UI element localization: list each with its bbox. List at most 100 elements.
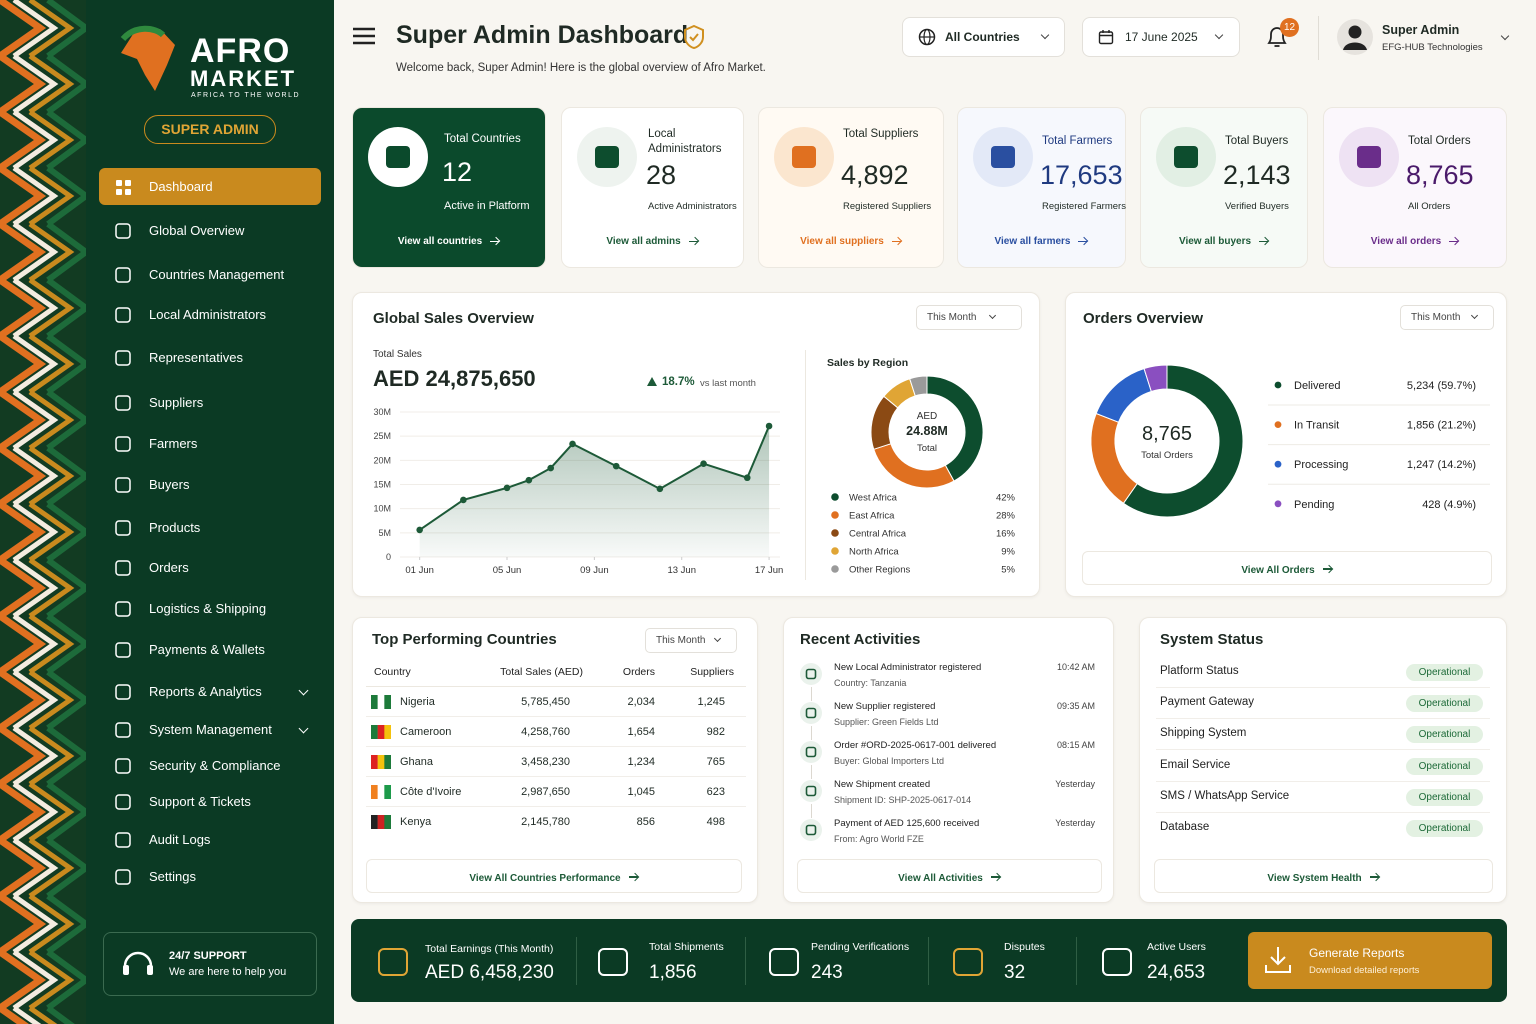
nav-label[interactable]: Dashboard <box>149 179 213 194</box>
change-note: vs last month <box>700 378 756 389</box>
period-filter[interactable]: This Month <box>645 628 737 653</box>
view-link[interactable]: View System Health <box>1154 859 1493 893</box>
table-cell: 1,245 <box>697 696 725 708</box>
stat-label: Total Orders <box>1408 135 1471 147</box>
stat-link[interactable]: View all buyers <box>1140 236 1308 247</box>
nav-label[interactable]: Products <box>149 520 201 535</box>
region-title: Sales by Region <box>827 357 909 369</box>
icon-bg <box>800 663 822 685</box>
icon-part <box>115 436 131 452</box>
stat-caption: Registered Farmers <box>1042 201 1126 212</box>
flag-stripe <box>384 695 391 709</box>
country-name: Cameroon <box>400 726 452 738</box>
nav-label[interactable]: Representatives <box>149 350 243 365</box>
summary-icon <box>378 948 408 976</box>
nav-icon <box>116 180 131 195</box>
button-title: Generate Reports <box>1309 946 1405 960</box>
stat-card[interactable] <box>758 107 944 268</box>
icon-part <box>115 395 131 411</box>
calendar-icon <box>1098 30 1114 45</box>
icon-glyph <box>805 824 817 836</box>
nav-label[interactable]: Support & Tickets <box>149 794 251 809</box>
headset-icon <box>123 951 153 975</box>
icon-bg <box>800 702 822 724</box>
activity-time: 10:42 AM <box>1056 662 1095 672</box>
nav-label[interactable]: Security & Compliance <box>149 758 281 773</box>
stat-link[interactable]: View all countries <box>352 236 546 247</box>
flag-stripe <box>377 785 385 799</box>
nav-icon <box>115 520 131 536</box>
link-text: View all suppliers <box>800 236 884 247</box>
nav-label[interactable]: Audit Logs <box>149 832 211 847</box>
card-title: System Status <box>1160 631 1264 648</box>
icon-glyph <box>378 948 408 976</box>
link-text: View all farmers <box>994 236 1071 247</box>
nav-label[interactable]: Buyers <box>149 477 190 492</box>
country-name: Ghana <box>400 756 434 768</box>
sales-card <box>352 292 1040 597</box>
view-link[interactable]: View All Activities <box>797 859 1102 893</box>
system-name: Platform Status <box>1160 665 1239 677</box>
avatar[interactable] <box>1336 18 1374 56</box>
nav-active[interactable] <box>99 168 321 205</box>
nav-icon <box>115 601 131 617</box>
nav-label[interactable]: Orders <box>149 560 189 575</box>
flag-stripe <box>371 695 378 709</box>
activity-icon <box>800 741 822 763</box>
activity-icon <box>800 663 822 685</box>
nav-label[interactable]: Local Administrators <box>149 307 267 322</box>
stat-link[interactable]: View all farmers <box>957 236 1126 247</box>
icon-glyph <box>805 785 817 797</box>
date-dropdown[interactable] <box>1082 17 1240 57</box>
stat-caption: Active in Platform <box>444 200 530 212</box>
column-header: Orders <box>622 666 655 678</box>
icon-glyph <box>805 707 817 719</box>
flag <box>371 785 391 799</box>
icon-glyph <box>595 146 619 168</box>
support-box[interactable] <box>103 932 317 996</box>
nav-label[interactable]: Reports & Analytics <box>149 684 262 699</box>
table-cell: 1,234 <box>627 756 655 768</box>
nav-label[interactable]: Logistics & Shipping <box>149 601 267 616</box>
stat-value: 8,765 <box>1406 160 1474 190</box>
nav-icon <box>115 560 131 576</box>
icon-part <box>115 350 131 366</box>
stat-link[interactable]: View all orders <box>1323 236 1507 247</box>
period-filter[interactable]: This Month <box>916 305 1022 330</box>
menu-icon[interactable] <box>352 26 376 46</box>
column-header: Suppliers <box>690 666 734 678</box>
bell-icon[interactable] <box>1265 24 1289 50</box>
view-link[interactable]: View All Orders <box>1082 551 1492 585</box>
flag <box>371 755 391 769</box>
activity-detail: Buyer: Global Importers Ltd <box>834 756 945 766</box>
row-rule <box>1156 749 1490 751</box>
nav-label[interactable]: Farmers <box>149 436 198 451</box>
generate-button[interactable] <box>1248 932 1492 989</box>
card-title: Orders Overview <box>1083 310 1204 327</box>
activity-time: Yesterday <box>1055 779 1095 789</box>
summary-icon <box>598 948 628 976</box>
flag-stripe <box>384 815 391 829</box>
stat-link[interactable]: View all suppliers <box>758 236 944 247</box>
table-cell: 5,785,450 <box>521 696 570 708</box>
view-link[interactable]: View All Countries Performance <box>366 859 742 893</box>
nav-label[interactable]: Suppliers <box>149 395 204 410</box>
country-name: Kenya <box>400 816 432 828</box>
icon-part <box>116 180 122 186</box>
status-badge: Operational <box>1406 726 1483 744</box>
brand-tagline: AFRICA TO THE WORLD <box>191 92 301 99</box>
stat-card[interactable] <box>1140 107 1308 268</box>
column-header: Country <box>374 666 411 678</box>
nav-label[interactable]: System Management <box>149 722 272 737</box>
stat-value: 4,892 <box>841 160 909 190</box>
activity-detail: Shipment ID: SHP-2025-0617-014 <box>834 795 972 805</box>
table-cell: 623 <box>706 786 725 798</box>
brand-name: AFRO <box>190 32 291 70</box>
period-filter[interactable]: This Month <box>1400 305 1494 330</box>
nav-label[interactable]: Global Overview <box>149 223 245 238</box>
nav-label[interactable]: Settings <box>149 869 196 884</box>
status-badge: Operational <box>1406 664 1483 681</box>
stat-link[interactable]: View all admins <box>561 236 744 247</box>
nav-label[interactable]: Countries Management <box>149 267 285 282</box>
nav-label[interactable]: Payments & Wallets <box>149 642 265 657</box>
